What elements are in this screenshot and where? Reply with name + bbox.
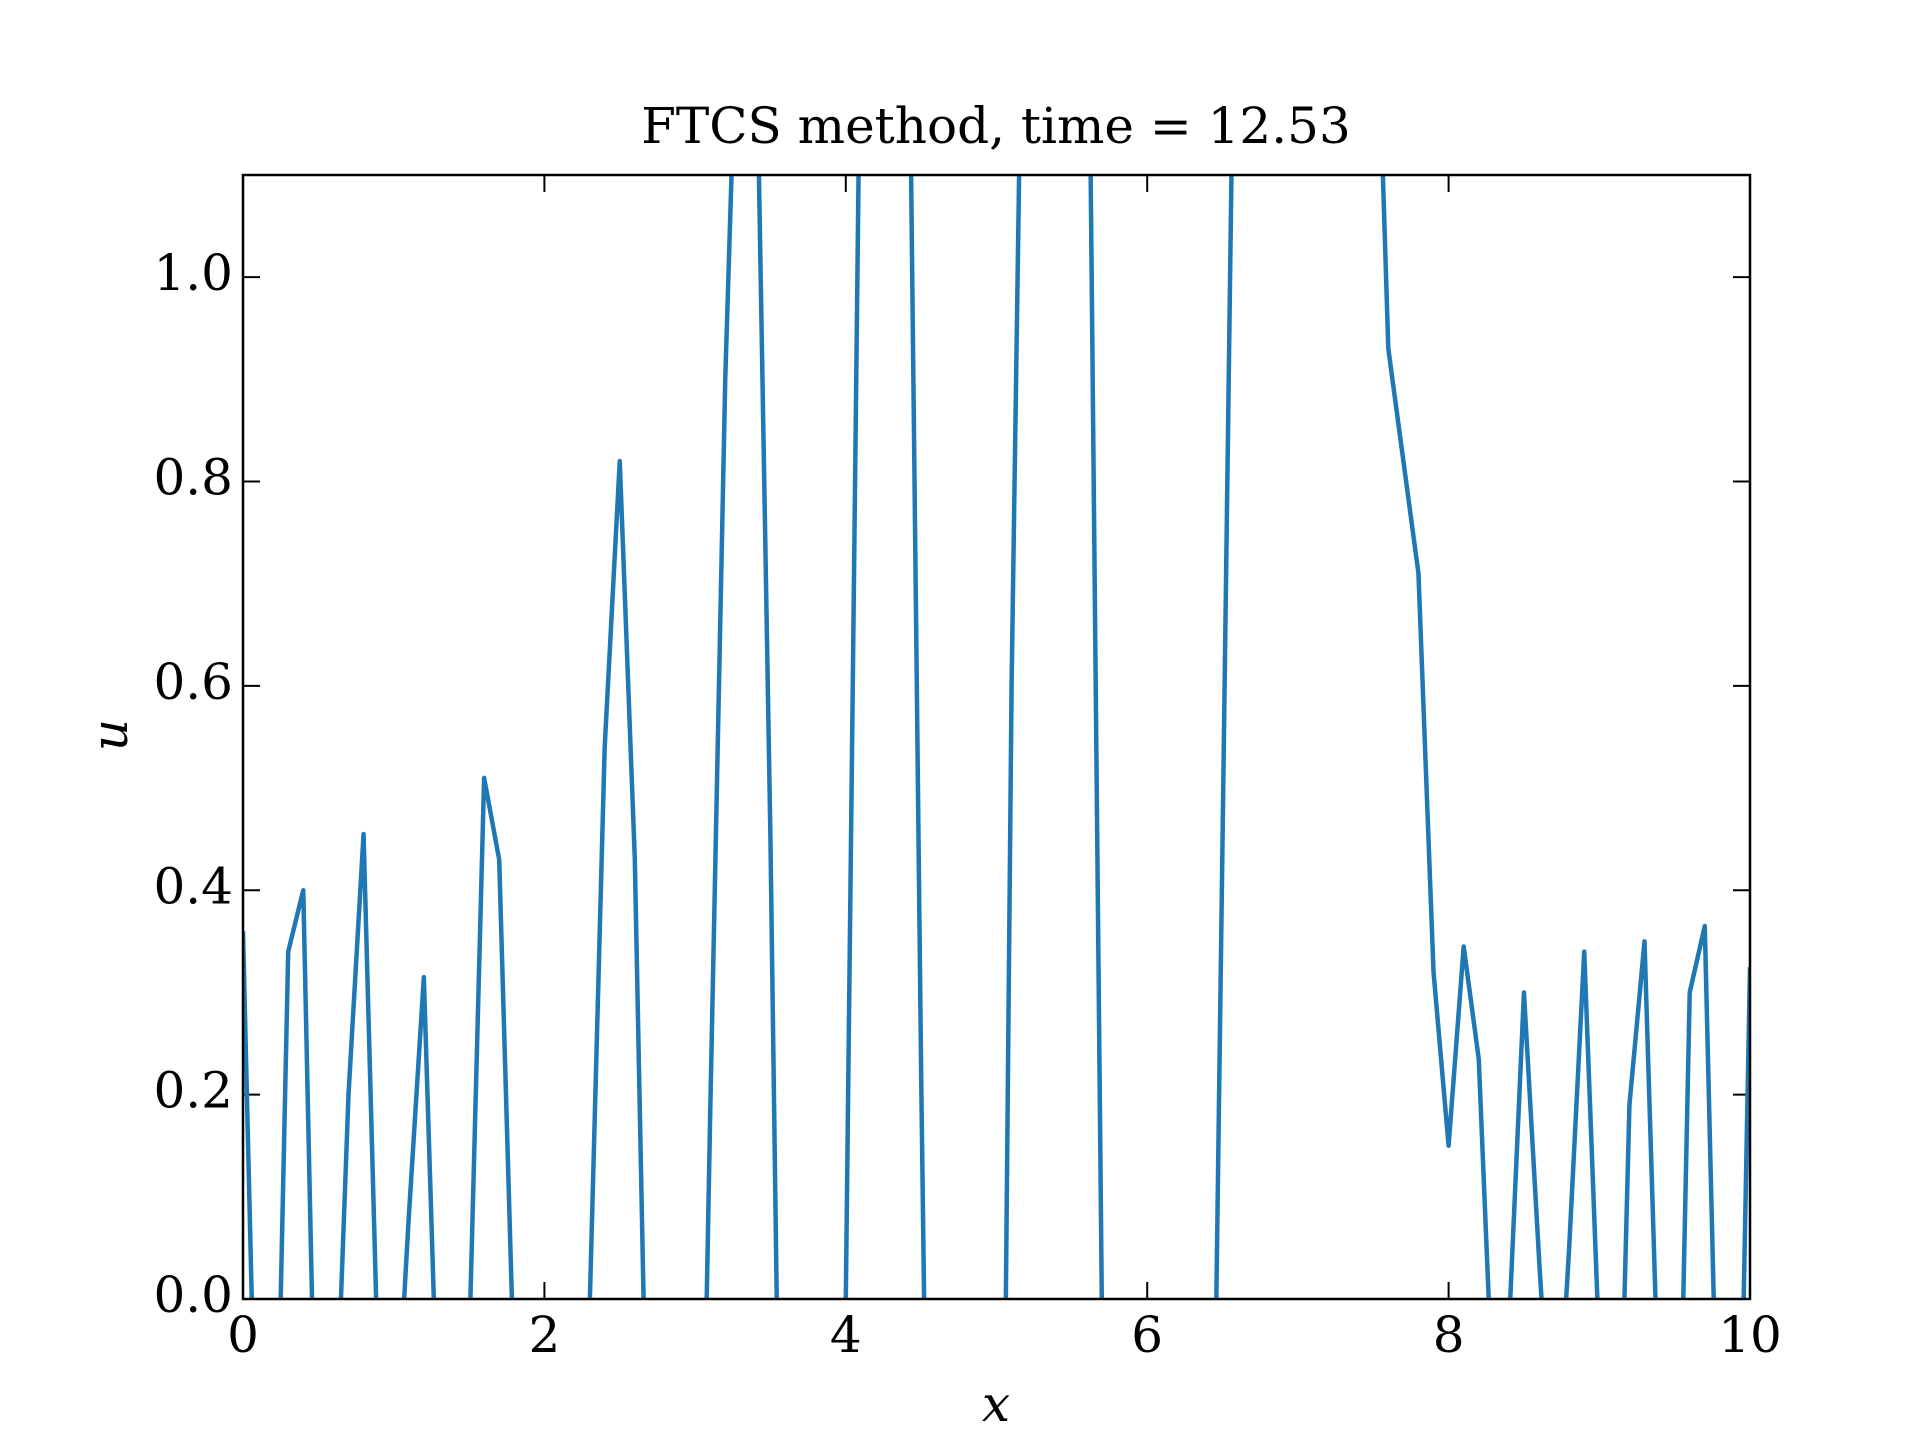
x-tick-label: 8 [1433,1306,1465,1364]
x-tick-label: 10 [1718,1306,1782,1364]
y-tick-label: 0.6 [153,653,233,711]
x-tick-label: 0 [227,1306,259,1364]
chart-title: FTCS method, time = 12.53 [641,97,1351,155]
x-tick-label: 2 [528,1306,560,1364]
y-tick-label: 0.8 [153,449,233,507]
x-axis-label: x [982,1375,1010,1433]
data-line [243,175,1750,1299]
x-tick-label: 6 [1131,1306,1163,1364]
y-tick-label: 0.0 [153,1266,233,1324]
y-axis-label: u [81,719,139,751]
x-tick-label: 4 [830,1306,862,1364]
plot-frame [241,173,1752,1301]
y-tick-label: 0.2 [153,1062,233,1120]
y-tick-label: 0.4 [153,857,233,915]
y-tick-label: 1.0 [153,244,233,302]
